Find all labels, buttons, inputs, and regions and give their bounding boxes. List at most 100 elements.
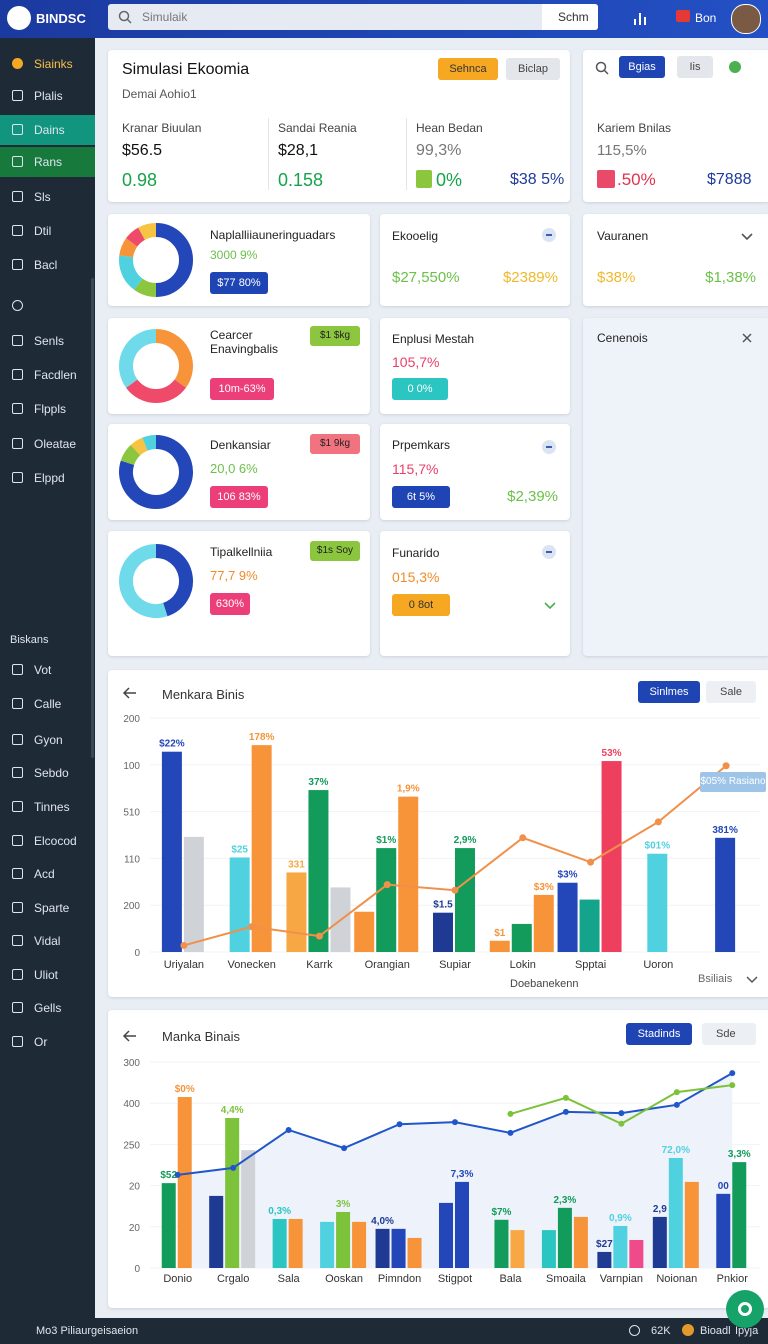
card-value: 3000 9% [210,248,258,262]
card-value: 77,7 9% [210,568,258,583]
sidebar-item[interactable]: Rans [0,147,95,177]
sidebar-item[interactable]: Tinnes [0,792,95,822]
stat-extra: $38 5% [510,171,565,188]
chart-card: Menkara Binis Sinlmes Sale 0 200 110 510 100… [108,670,768,997]
sidebar-label: Flppls [34,402,67,416]
card-button[interactable]: 0 0% [392,378,448,400]
sidebar-item[interactable]: Calle [0,689,95,719]
card-button[interactable]: 630% [210,593,250,615]
chart-select[interactable]: Sale [706,681,756,703]
button[interactable]: Biclap [506,58,560,80]
bar [573,1216,588,1268]
sidebar-item[interactable]: Gyon [0,725,95,755]
collapse-icon[interactable] [542,545,556,559]
sidebar-item[interactable]: Vot [0,655,95,685]
card-value: 20,0 6% [210,461,258,476]
sidebar-item[interactable]: Sparte [0,893,95,923]
scrollbar [91,278,94,758]
donut-card: Denkansiar $1 9kg 20,0 6% 106 83% [108,424,370,520]
search-button[interactable]: Schm [542,4,598,30]
sidebar-item[interactable]: Elppd [0,463,95,493]
close-icon[interactable] [741,332,753,344]
chart-filter[interactable]: Bsiliais [698,973,733,985]
card-button[interactable]: 6t 5% [392,486,450,508]
status-icon [682,1324,694,1336]
sidebar-item[interactable]: Gells [0,993,95,1023]
collapse-icon[interactable] [542,228,556,242]
user-name[interactable]: Bon [695,11,717,25]
y-tick-label: 510 [123,808,140,819]
side-icon [597,170,615,188]
select-label: Sde [716,1028,736,1040]
bar-label: 331 [288,859,305,870]
sidebar-item[interactable]: Acd [0,859,95,889]
y-tick-label: 100 [123,761,140,772]
chart-select[interactable]: Sde [702,1023,756,1045]
card-title: Prpemkars [392,438,451,452]
chart-button[interactable]: Stadinds [626,1023,692,1045]
donut-segment [155,223,193,297]
avatar[interactable] [731,4,761,34]
donut [119,435,193,509]
card-left: $38% [597,269,636,286]
bar [209,1195,224,1268]
sidebar-icon [12,335,23,346]
sidebar-icon [12,801,23,812]
sidebar-item[interactable]: Dains [0,115,95,145]
line-point [673,1101,680,1108]
donut-segment [119,544,168,618]
sidebar-item[interactable]: Plalis [0,81,95,111]
button[interactable]: Iis [677,56,713,78]
donut-card: Tipalkellniia $1s Soy 77,7 9% 630% [108,531,370,656]
sidebar-item[interactable]: Uliot [0,960,95,990]
chevron[interactable] [741,232,753,242]
button[interactable]: Bgias [619,56,665,78]
chart-icon[interactable] [632,9,652,29]
card-button[interactable]: 106 83% [210,486,268,508]
sidebar-item[interactable]: Siainks [0,49,95,79]
y-tick-label: 20 [129,1223,141,1234]
card-button[interactable]: 10m-63% [210,378,274,400]
back-arrow[interactable] [122,1029,138,1043]
bar [684,1181,699,1268]
bar-label: 4,4% [221,1105,244,1116]
x-tick-label: Supiar [439,959,471,971]
donut [119,223,193,297]
chevron[interactable] [544,601,556,611]
bar-label: 2,9 [653,1204,667,1215]
bar-label: $01% [645,841,671,852]
sidebar-item[interactable]: Or [0,1027,95,1057]
sidebar-item[interactable]: Senls [0,326,95,356]
bar [177,1097,192,1268]
card-button[interactable]: 0 8ot [392,594,450,616]
bar-label: $22% [159,739,185,750]
line-point [174,1171,181,1178]
search-icon[interactable] [595,61,609,75]
card-button[interactable]: $77 80% [210,272,268,294]
chart-title: Menkara Binis [162,687,245,702]
search-box[interactable]: Simulaik Schm [108,4,598,30]
sidebar-label: Elcocod [34,834,77,848]
sidebar-item[interactable]: Dtil [0,216,95,246]
sidebar-item[interactable]: Vidal [0,926,95,956]
chevron[interactable] [746,975,758,985]
search-button-label: Schm [558,10,589,24]
donut-segment [126,379,186,403]
button[interactable]: Sehnca [438,58,498,80]
fab-button[interactable] [726,1290,764,1328]
collapse-icon[interactable] [542,440,556,454]
sidebar-item[interactable]: Flppls [0,394,95,424]
sidebar-item[interactable]: Oleatae [0,429,95,459]
sidebar-label: Sebdo [34,766,69,780]
sidebar-item[interactable]: Elcocod [0,826,95,856]
sidebar-item[interactable]: Bacl [0,250,95,280]
sidebar-icon [12,868,23,879]
bar [407,1237,422,1268]
bar [391,1228,406,1268]
line-point [507,1129,514,1136]
sidebar-item[interactable]: Facdlen [0,360,95,390]
sidebar-item[interactable]: Sebdo [0,758,95,788]
chart-button[interactable]: Sinlmes [638,681,700,703]
sidebar-item[interactable]: Sls [0,182,95,212]
back-arrow[interactable] [122,686,138,700]
